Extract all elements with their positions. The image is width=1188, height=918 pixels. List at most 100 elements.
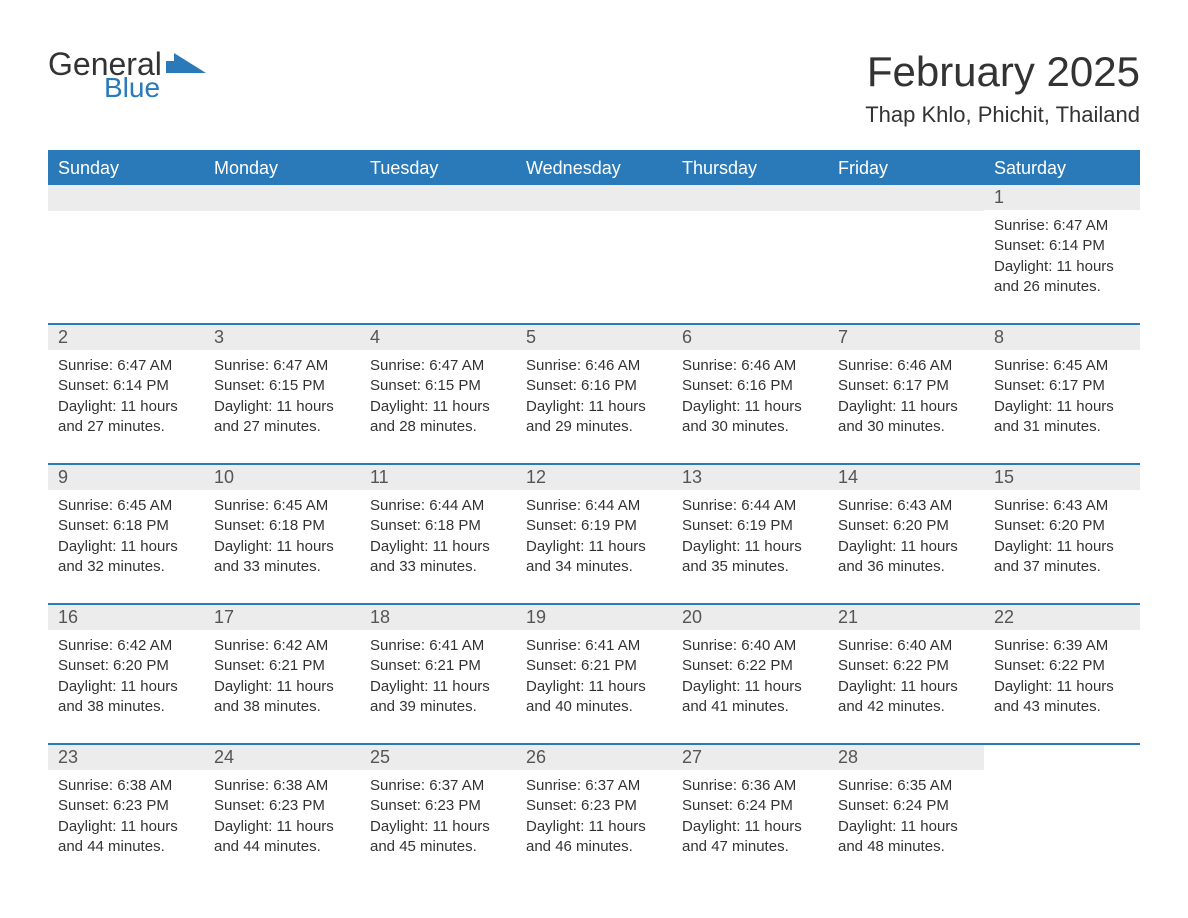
sunrise-text: Sunrise: 6:44 AM — [370, 496, 506, 516]
calendar-cell: 6Sunrise: 6:46 AMSunset: 6:16 PMDaylight… — [672, 323, 828, 463]
day-header: Wednesday — [516, 151, 672, 185]
day-number: 9 — [48, 463, 204, 490]
sunrise-text: Sunrise: 6:46 AM — [682, 356, 818, 376]
sunrise-text: Sunrise: 6:46 AM — [526, 356, 662, 376]
calendar-week: 2Sunrise: 6:47 AMSunset: 6:14 PMDaylight… — [48, 323, 1140, 463]
day-body: Sunrise: 6:45 AMSunset: 6:17 PMDaylight:… — [984, 350, 1140, 437]
calendar-cell: 26Sunrise: 6:37 AMSunset: 6:23 PMDayligh… — [516, 743, 672, 883]
day-body: Sunrise: 6:46 AMSunset: 6:16 PMDaylight:… — [516, 350, 672, 437]
empty-day — [828, 185, 984, 211]
day-body: Sunrise: 6:47 AMSunset: 6:15 PMDaylight:… — [204, 350, 360, 437]
sunrise-text: Sunrise: 6:47 AM — [994, 216, 1130, 236]
day-header: Friday — [828, 151, 984, 185]
sunset-text: Sunset: 6:20 PM — [838, 516, 974, 536]
day-body: Sunrise: 6:36 AMSunset: 6:24 PMDaylight:… — [672, 770, 828, 857]
day-body: Sunrise: 6:35 AMSunset: 6:24 PMDaylight:… — [828, 770, 984, 857]
sunset-text: Sunset: 6:16 PM — [682, 376, 818, 396]
day-number: 3 — [204, 323, 360, 350]
sunrise-text: Sunrise: 6:47 AM — [58, 356, 194, 376]
calendar-cell: 23Sunrise: 6:38 AMSunset: 6:23 PMDayligh… — [48, 743, 204, 883]
calendar-cell: 11Sunrise: 6:44 AMSunset: 6:18 PMDayligh… — [360, 463, 516, 603]
calendar-cell: 13Sunrise: 6:44 AMSunset: 6:19 PMDayligh… — [672, 463, 828, 603]
calendar-week: 1Sunrise: 6:47 AMSunset: 6:14 PMDaylight… — [48, 185, 1140, 323]
daylight-text: Daylight: 11 hours and 39 minutes. — [370, 677, 506, 718]
sunset-text: Sunset: 6:23 PM — [214, 796, 350, 816]
calendar-cell — [828, 185, 984, 323]
calendar-cell: 17Sunrise: 6:42 AMSunset: 6:21 PMDayligh… — [204, 603, 360, 743]
day-header: Sunday — [48, 151, 204, 185]
logo: General Blue — [48, 48, 206, 102]
daylight-text: Daylight: 11 hours and 40 minutes. — [526, 677, 662, 718]
day-body: Sunrise: 6:46 AMSunset: 6:17 PMDaylight:… — [828, 350, 984, 437]
sunrise-text: Sunrise: 6:44 AM — [526, 496, 662, 516]
title-block: February 2025 Thap Khlo, Phichit, Thaila… — [865, 48, 1140, 142]
day-body: Sunrise: 6:40 AMSunset: 6:22 PMDaylight:… — [828, 630, 984, 717]
daylight-text: Daylight: 11 hours and 26 minutes. — [994, 257, 1130, 298]
calendar-cell — [516, 185, 672, 323]
day-number: 12 — [516, 463, 672, 490]
calendar-cell: 28Sunrise: 6:35 AMSunset: 6:24 PMDayligh… — [828, 743, 984, 883]
day-header: Saturday — [984, 151, 1140, 185]
day-number: 25 — [360, 743, 516, 770]
calendar-cell: 21Sunrise: 6:40 AMSunset: 6:22 PMDayligh… — [828, 603, 984, 743]
sunset-text: Sunset: 6:16 PM — [526, 376, 662, 396]
calendar-cell: 15Sunrise: 6:43 AMSunset: 6:20 PMDayligh… — [984, 463, 1140, 603]
daylight-text: Daylight: 11 hours and 36 minutes. — [838, 537, 974, 578]
calendar-cell: 14Sunrise: 6:43 AMSunset: 6:20 PMDayligh… — [828, 463, 984, 603]
calendar-cell: 3Sunrise: 6:47 AMSunset: 6:15 PMDaylight… — [204, 323, 360, 463]
sunset-text: Sunset: 6:20 PM — [994, 516, 1130, 536]
sunrise-text: Sunrise: 6:35 AM — [838, 776, 974, 796]
day-body: Sunrise: 6:46 AMSunset: 6:16 PMDaylight:… — [672, 350, 828, 437]
sunrise-text: Sunrise: 6:40 AM — [682, 636, 818, 656]
daylight-text: Daylight: 11 hours and 29 minutes. — [526, 397, 662, 438]
day-number: 16 — [48, 603, 204, 630]
day-body: Sunrise: 6:38 AMSunset: 6:23 PMDaylight:… — [204, 770, 360, 857]
sunset-text: Sunset: 6:24 PM — [838, 796, 974, 816]
calendar-cell: 2Sunrise: 6:47 AMSunset: 6:14 PMDaylight… — [48, 323, 204, 463]
daylight-text: Daylight: 11 hours and 46 minutes. — [526, 817, 662, 858]
day-body: Sunrise: 6:37 AMSunset: 6:23 PMDaylight:… — [360, 770, 516, 857]
calendar-cell: 16Sunrise: 6:42 AMSunset: 6:20 PMDayligh… — [48, 603, 204, 743]
day-body: Sunrise: 6:47 AMSunset: 6:14 PMDaylight:… — [48, 350, 204, 437]
sunrise-text: Sunrise: 6:43 AM — [994, 496, 1130, 516]
day-number: 27 — [672, 743, 828, 770]
calendar-table: SundayMondayTuesdayWednesdayThursdayFrid… — [48, 150, 1140, 883]
daylight-text: Daylight: 11 hours and 28 minutes. — [370, 397, 506, 438]
day-number: 17 — [204, 603, 360, 630]
day-number: 24 — [204, 743, 360, 770]
sunset-text: Sunset: 6:18 PM — [58, 516, 194, 536]
sunrise-text: Sunrise: 6:38 AM — [214, 776, 350, 796]
day-body: Sunrise: 6:42 AMSunset: 6:21 PMDaylight:… — [204, 630, 360, 717]
day-number: 14 — [828, 463, 984, 490]
daylight-text: Daylight: 11 hours and 33 minutes. — [370, 537, 506, 578]
sunset-text: Sunset: 6:21 PM — [526, 656, 662, 676]
daylight-text: Daylight: 11 hours and 31 minutes. — [994, 397, 1130, 438]
sunrise-text: Sunrise: 6:45 AM — [994, 356, 1130, 376]
calendar-cell — [360, 185, 516, 323]
sunrise-text: Sunrise: 6:45 AM — [214, 496, 350, 516]
day-body: Sunrise: 6:41 AMSunset: 6:21 PMDaylight:… — [516, 630, 672, 717]
daylight-text: Daylight: 11 hours and 27 minutes. — [214, 397, 350, 438]
day-body: Sunrise: 6:44 AMSunset: 6:18 PMDaylight:… — [360, 490, 516, 577]
day-number: 21 — [828, 603, 984, 630]
sunrise-text: Sunrise: 6:41 AM — [370, 636, 506, 656]
calendar-cell — [672, 185, 828, 323]
daylight-text: Daylight: 11 hours and 30 minutes. — [838, 397, 974, 438]
day-body: Sunrise: 6:45 AMSunset: 6:18 PMDaylight:… — [48, 490, 204, 577]
calendar-cell: 27Sunrise: 6:36 AMSunset: 6:24 PMDayligh… — [672, 743, 828, 883]
calendar-cell: 4Sunrise: 6:47 AMSunset: 6:15 PMDaylight… — [360, 323, 516, 463]
sunset-text: Sunset: 6:22 PM — [682, 656, 818, 676]
daylight-text: Daylight: 11 hours and 38 minutes. — [214, 677, 350, 718]
sunset-text: Sunset: 6:20 PM — [58, 656, 194, 676]
sunset-text: Sunset: 6:18 PM — [214, 516, 350, 536]
sunset-text: Sunset: 6:17 PM — [838, 376, 974, 396]
daylight-text: Daylight: 11 hours and 44 minutes. — [58, 817, 194, 858]
month-title: February 2025 — [865, 48, 1140, 96]
calendar-week: 16Sunrise: 6:42 AMSunset: 6:20 PMDayligh… — [48, 603, 1140, 743]
daylight-text: Daylight: 11 hours and 34 minutes. — [526, 537, 662, 578]
sunrise-text: Sunrise: 6:47 AM — [370, 356, 506, 376]
logo-word-blue: Blue — [104, 74, 206, 102]
sunset-text: Sunset: 6:23 PM — [58, 796, 194, 816]
sunset-text: Sunset: 6:18 PM — [370, 516, 506, 536]
daylight-text: Daylight: 11 hours and 48 minutes. — [838, 817, 974, 858]
